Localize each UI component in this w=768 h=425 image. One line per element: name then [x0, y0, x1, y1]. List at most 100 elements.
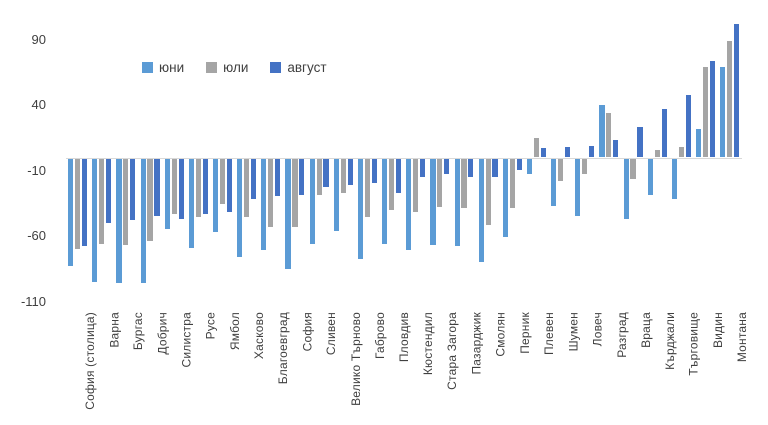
bar-август-Смолян — [492, 158, 498, 177]
bar-юли-Перник — [509, 158, 515, 209]
bar-юли-Шумен — [558, 158, 564, 181]
x-axis-category-label: Ямбол — [227, 312, 242, 351]
bar-юли-Габрово — [364, 158, 370, 218]
legend-item-july: юли — [206, 60, 248, 75]
x-axis-category-label: Враца — [638, 312, 653, 348]
legend-swatch-june-icon — [142, 62, 153, 73]
y-axis-tick-label: -10 — [27, 162, 46, 178]
bar-юни-Пазарджик — [454, 158, 460, 247]
x-axis-category-label: Русе — [203, 312, 218, 340]
bar-август-Перник — [516, 158, 522, 171]
bar-август-Видин — [709, 60, 715, 158]
bar-юни-Ямбол — [213, 158, 219, 232]
bar-юни-Търговище — [671, 158, 678, 200]
x-axis-category-label: Разград — [614, 312, 629, 358]
y-axis-tick-label: 40 — [31, 97, 46, 113]
bar-юли-Хасково — [244, 158, 250, 218]
bar-юни-Велико Търново — [333, 158, 339, 231]
bar-август-Благоевград — [275, 158, 281, 197]
x-axis-category-label: Габрово — [372, 312, 387, 360]
y-axis-tick-label: -60 — [27, 228, 46, 244]
bar-август-Пазарджик — [468, 158, 474, 177]
legend-swatch-august-icon — [270, 62, 282, 73]
bar-юли-Плевен — [533, 137, 540, 158]
chart-legend: юни юли август — [142, 60, 327, 75]
bar-август-Велико Търново — [347, 158, 353, 185]
bar-юли-Пловдив — [388, 158, 395, 210]
bar-август-Плевен — [540, 148, 546, 158]
bar-юли-Търговище — [678, 147, 684, 158]
bar-август-Ямбол — [226, 158, 232, 213]
legend-item-august: август — [270, 60, 327, 75]
bar-юли-Стара Загора — [437, 158, 443, 207]
legend-item-june: юни — [142, 60, 184, 75]
bar-август-Монтана — [733, 23, 740, 158]
x-axis-category-label: Добрич — [155, 312, 170, 355]
bar-август-Русе — [202, 158, 208, 214]
x-axis-category-label: Стара Загора — [445, 312, 460, 390]
x-axis-category-label: Благоевград — [276, 312, 291, 385]
bar-юни-Добрич — [140, 158, 146, 283]
bar-юни-Перник — [502, 158, 508, 238]
bar-август-Хасково — [250, 158, 257, 200]
bar-юли-Бургас — [123, 158, 129, 245]
bar-юли-Сливен — [316, 158, 322, 196]
x-axis-category-label: Шумен — [566, 312, 581, 352]
bar-август-Габрово — [371, 158, 377, 184]
x-axis-category-label: Плевен — [541, 312, 556, 356]
bar-юни-Силистра — [164, 158, 170, 230]
bar-август-Враца — [637, 127, 643, 158]
x-axis-category-label: Пазарджик — [469, 312, 484, 375]
bar-юли-Силистра — [171, 158, 177, 214]
x-axis-category-label: Пловдив — [397, 312, 412, 363]
bar-юни-Сливен — [309, 158, 315, 244]
bar-юни-Стара Загора — [430, 158, 436, 245]
x-axis-category-label: Сливен — [324, 312, 339, 356]
x-axis-category-label: Монтана — [735, 312, 750, 363]
y-axis-tick-label: 90 — [31, 31, 46, 47]
bar-юли-Монтана — [727, 40, 733, 158]
bar-август-Варна — [106, 158, 112, 223]
x-axis-category-label: София (столица) — [83, 312, 98, 410]
bar-август-Шумен — [564, 147, 571, 158]
bar-август-Сливен — [323, 158, 329, 188]
bar-август-София — [299, 158, 305, 196]
x-axis-line — [65, 157, 742, 159]
bar-август-Добрич — [154, 158, 160, 217]
bar-юли-София — [292, 158, 298, 227]
bar-август-Пловдив — [395, 158, 402, 193]
x-axis-category-label: Велико Търново — [348, 312, 363, 406]
bar-юли-Враца — [630, 158, 636, 180]
bar-юли-Русе — [195, 158, 201, 218]
bar-юни-Ловеч — [575, 158, 581, 217]
x-axis-category-label: Ловеч — [590, 312, 605, 347]
bar-юни-Монтана — [720, 67, 726, 158]
legend-label-august: август — [287, 60, 327, 75]
x-axis-category-label: Кърджали — [662, 312, 677, 370]
bar-юли-Смолян — [485, 158, 491, 226]
bar-юли-Варна — [99, 158, 105, 244]
bar-юни-Бургас — [116, 158, 122, 283]
bar-юли-Велико Търново — [340, 158, 346, 193]
legend-label-july: юли — [223, 60, 249, 75]
bar-юни-Враца — [623, 158, 629, 219]
bar-юли-Ловеч — [582, 158, 588, 175]
bar-юли-Видин — [702, 67, 709, 158]
bar-юни-София — [285, 158, 291, 269]
bar-юли-София (столица) — [75, 158, 81, 249]
bar-юни-София (столица) — [68, 158, 74, 266]
x-axis-category-label: София — [300, 312, 315, 352]
bar-август-Ловеч — [589, 145, 595, 158]
bar-юни-Благоевград — [261, 158, 267, 251]
bar-юни-Габрово — [357, 158, 364, 260]
bar-август-Бургас — [130, 158, 136, 221]
bar-юли-Разград — [606, 112, 612, 158]
x-axis-category-label: Силистра — [179, 312, 194, 368]
x-axis-category-label: Кюстендил — [421, 312, 436, 376]
bar-юни-Шумен — [551, 158, 557, 206]
bar-юли-Пазарджик — [461, 158, 467, 209]
bar-юни-Пловдив — [382, 158, 388, 244]
legend-label-june: юни — [159, 60, 185, 75]
x-axis-category-label: Бургас — [131, 312, 146, 351]
bar-август-Силистра — [178, 158, 184, 219]
